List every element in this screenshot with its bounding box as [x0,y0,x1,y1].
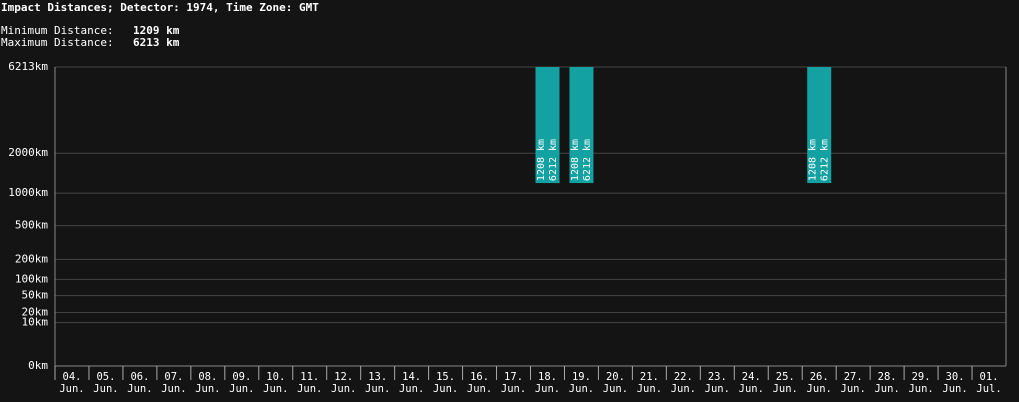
x-tick-label: 14. Jun. [398,371,425,395]
bar-label: 1208 km [536,139,547,181]
bar-label: 6212 km [548,139,559,181]
bar [569,67,594,184]
x-tick-label: 20. Jun. [602,371,629,395]
y-tick-label: 0km [28,359,48,372]
x-tick-label: 30. Jun. [942,371,968,395]
bar [535,67,560,184]
y-tick-label: 500km [15,219,48,232]
x-tick-label: 22. Jun. [670,371,696,395]
y-tick-label: 200km [15,252,48,265]
x-tick-label: 07. Jun. [161,371,187,395]
x-tick-label: 29. Jun. [908,371,934,395]
x-tick-label: 08. Jun. [195,371,221,395]
summary-value: 1209 km [133,24,180,37]
summary-value: 6213 km [133,36,180,49]
bar-labels: 1208 km 6212 km [536,139,559,181]
x-tick-label: 25. Jun. [772,371,798,395]
x-tick-label: 19. Jun. [568,371,595,395]
x-tick-label: 28. Jun. [874,371,900,395]
summary-label: Maximum Distance: [1,36,114,49]
bar-label: 6212 km [820,139,831,181]
x-tick-label: 05. Jun. [93,371,119,395]
bar-label: 1208 km [808,139,819,181]
chart-title: Impact Distances; Detector: 1974, Time Z… [1,1,319,14]
x-tick-label: 11. Jun. [297,371,323,395]
y-tick-label: 50km [22,289,49,302]
bar [807,67,832,184]
x-tick-label: 04. Jun. [59,371,85,395]
bar-label: 6212 km [582,139,593,181]
y-tick-label: 20km [22,306,49,319]
x-tick-label: 17. Jun. [500,371,527,395]
x-tick-label: 06. Jun. [127,371,153,395]
x-tick-label: 23. Jun. [704,371,730,395]
x-tick-label: 09. Jun. [229,371,255,395]
summary-label: Minimum Distance: [1,24,114,37]
x-tick-label: 12. Jun. [331,371,357,395]
bar-labels: 1208 km 6212 km [808,139,831,181]
bar-label: 1208 km [570,139,581,181]
x-tick-label: 15. Jun. [432,371,459,395]
x-tick-label: 10. Jun. [263,371,289,395]
y-tick-label: 1000km [8,186,48,199]
y-tick-label: 100km [15,272,48,285]
y-tick-label: 6213km [8,60,48,73]
x-tick-label: 24. Jun. [738,371,764,395]
x-tick-label: 26. Jun. [806,371,832,395]
y-tick-label: 10km [22,316,49,329]
x-tick-label: 27. Jun. [840,371,866,395]
x-tick-label: 18. Jun. [534,371,561,395]
x-tick-label: 21. Jun. [636,371,663,395]
x-tick-label: 13. Jun. [365,371,391,395]
y-tick-label: 2000km [8,146,48,159]
x-tick-label: 16. Jun. [466,371,493,395]
bar-labels: 1208 km 6212 km [570,139,593,181]
x-tick-label: 01. Jul. [976,371,1002,395]
